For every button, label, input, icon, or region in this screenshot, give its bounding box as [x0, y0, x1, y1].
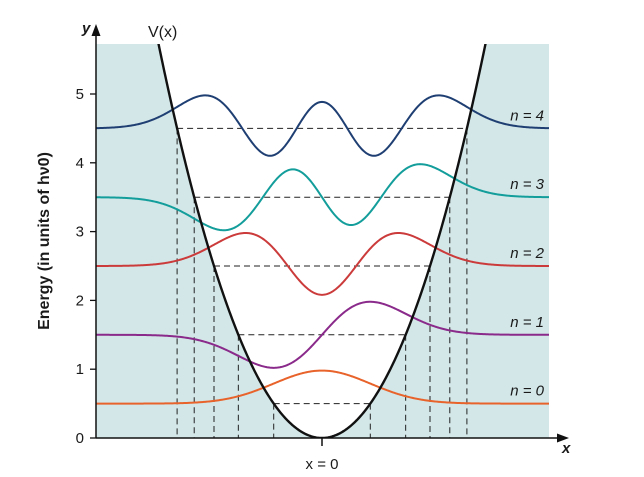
- level-label-n2: n = 2: [510, 245, 544, 262]
- level-labels: n = 0 n = 1 n = 2 n = 3 n = 4: [510, 107, 544, 399]
- y-tick-label: 1: [76, 361, 84, 378]
- wavefunction-n1: [96, 300, 549, 369]
- wavefunction-n0: [96, 369, 549, 405]
- y-tick-label: 3: [76, 224, 84, 241]
- y-axis-letter: y: [81, 20, 91, 37]
- y-tick-label: 4: [76, 155, 84, 172]
- y-axis-ticks: 0 1 2 3 4 5: [76, 86, 96, 447]
- wavefunction-n2: [96, 231, 549, 296]
- level-label-n3: n = 3: [510, 176, 544, 193]
- wavefunctions: [96, 94, 549, 405]
- potential-label: V(x): [148, 24, 177, 41]
- y-axis-arrow-icon: [91, 24, 101, 36]
- origin-label: x = 0: [306, 456, 339, 473]
- y-tick-label: 0: [76, 430, 84, 447]
- x-axis-letter: x: [561, 440, 571, 457]
- y-axis-label: Energy (in units of hν0): [36, 152, 53, 330]
- wavefunction-n3: [96, 163, 549, 232]
- potential-well-interior: [95, 0, 549, 438]
- level-label-n1: n = 1: [510, 314, 544, 331]
- x-axis-arrow-icon: [557, 433, 569, 443]
- y-tick-label: 2: [76, 292, 84, 309]
- level-label-n4: n = 4: [510, 107, 544, 124]
- y-tick-label: 5: [76, 86, 84, 103]
- wavefunction-n4: [96, 94, 549, 157]
- level-label-n0: n = 0: [510, 383, 544, 400]
